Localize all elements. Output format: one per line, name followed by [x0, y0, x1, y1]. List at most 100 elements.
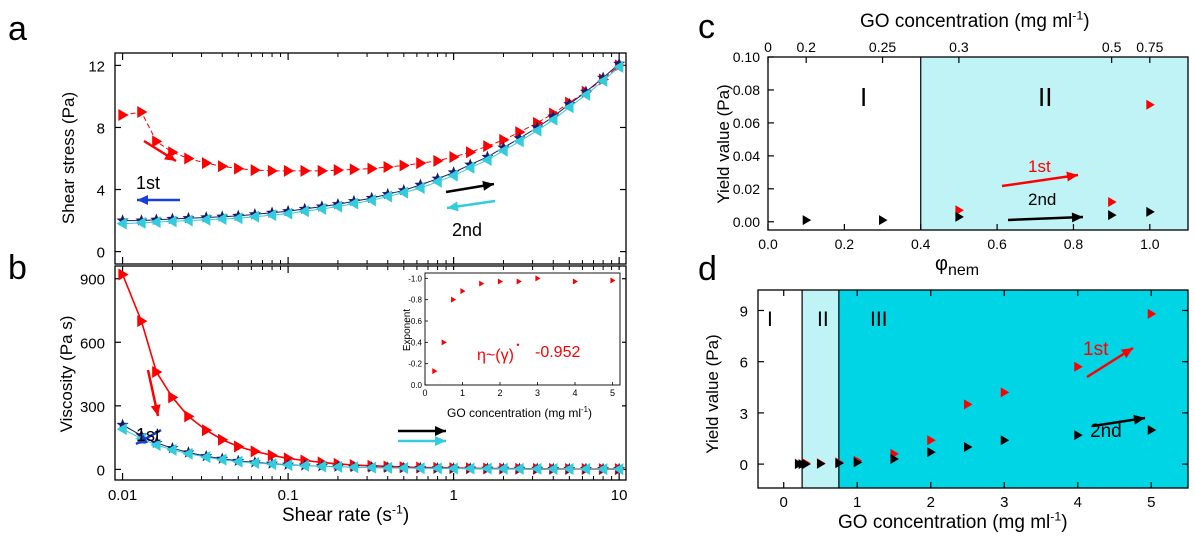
data-point	[499, 133, 510, 146]
arrow-blue	[137, 195, 180, 205]
y-tick-label: 12	[88, 58, 105, 75]
arrow-red	[143, 139, 177, 163]
data-point	[1000, 387, 1010, 398]
data-point	[150, 216, 161, 229]
x-tick-label: 0.2	[835, 236, 855, 252]
x-tick-label: 5	[1147, 494, 1155, 511]
data-point	[201, 424, 213, 437]
x-tick-label: 0.0	[758, 236, 778, 252]
x-tick-label: 0.1	[278, 487, 299, 504]
annotation-1st: 1st	[136, 173, 160, 193]
data-point	[383, 161, 394, 174]
y-tick-label: 0.02	[733, 181, 760, 197]
data-point	[497, 462, 508, 475]
x-tick-label: 0.4	[911, 236, 931, 252]
panel-label-b: b	[8, 249, 27, 287]
data-point	[613, 463, 624, 476]
data-point	[250, 445, 261, 458]
data-point	[579, 88, 591, 101]
data-point	[414, 462, 425, 475]
arrow-red-head	[1066, 171, 1078, 182]
data-point	[182, 447, 193, 460]
data-point	[166, 215, 177, 228]
inset-data-point	[572, 278, 578, 285]
data-point	[414, 178, 427, 190]
data-point	[234, 162, 245, 175]
inset-x-tick-label: 5	[610, 388, 615, 398]
data-point	[184, 410, 195, 423]
data-point	[116, 214, 129, 226]
region-I	[758, 290, 803, 488]
data-point	[365, 461, 376, 474]
plot-frame	[114, 265, 627, 481]
annotation-1st: 1st	[1028, 157, 1051, 176]
inset-x-tick-label: 0	[422, 388, 427, 398]
data-point	[563, 97, 576, 110]
data-point	[116, 423, 127, 436]
plot-frame	[767, 56, 1189, 231]
data-point	[397, 462, 408, 475]
arrow-black	[398, 426, 446, 436]
arrow-red	[146, 369, 161, 417]
data-point	[1147, 424, 1157, 435]
panel-label-d: d	[698, 250, 717, 288]
data-point	[381, 461, 392, 474]
data-point	[547, 113, 558, 126]
data-point	[168, 391, 179, 404]
data-point	[248, 457, 260, 470]
region-label-I: I	[860, 82, 867, 112]
data-point	[137, 105, 148, 118]
data-point	[464, 158, 477, 170]
data-point	[531, 121, 544, 133]
series-red	[118, 59, 626, 177]
data-point	[182, 214, 193, 227]
inset-y-tick-label: 0.0	[411, 381, 423, 390]
y-tick-label: 600	[80, 335, 105, 352]
data-point	[282, 207, 293, 220]
data-point	[234, 440, 245, 453]
inset-data-point	[460, 288, 466, 295]
data-point	[315, 202, 327, 215]
region-label-II: II	[817, 308, 829, 331]
data-point	[835, 458, 844, 469]
data-point	[266, 209, 277, 222]
arrow-cyan	[398, 436, 446, 446]
data-point	[431, 462, 442, 475]
arrow-red-shaft	[1001, 173, 1079, 188]
inset-y-axis-label: Exponent	[402, 309, 413, 351]
data-point	[464, 161, 475, 174]
arrow-black	[1007, 212, 1084, 223]
data-point	[1074, 430, 1083, 441]
inset-y-tick-label: -0.4	[408, 338, 422, 347]
series-line	[122, 65, 620, 172]
x-tick-label: 0	[780, 494, 788, 511]
data-point	[531, 462, 542, 475]
arrow-black-head	[1071, 212, 1083, 223]
annotation-2nd: 2nd	[1028, 190, 1056, 209]
data-point	[218, 160, 229, 173]
y-tick-label: 4	[97, 183, 105, 200]
inset-y-tick-label: -0.6	[408, 317, 422, 326]
data-point	[331, 200, 343, 213]
y-tick-label: 0	[740, 457, 748, 474]
data-point	[802, 459, 811, 470]
data-point	[367, 162, 378, 175]
data-point	[531, 124, 542, 137]
x-axis-label-sub: nem	[948, 262, 979, 279]
x-tick-label: 2	[927, 494, 935, 511]
data-point	[200, 451, 211, 464]
data-point	[963, 399, 973, 410]
data-point	[381, 190, 392, 203]
data-point	[481, 154, 492, 167]
data-point	[300, 164, 311, 177]
data-point	[597, 463, 608, 476]
y-axis-label: Shear stress (Pa)	[59, 92, 78, 224]
annotation-1st: 1st	[1083, 339, 1109, 360]
x-tick-label: 3	[1000, 494, 1008, 511]
arrow-cyan-head	[447, 201, 459, 212]
data-point	[816, 458, 826, 469]
data-point	[152, 135, 163, 148]
inset-x-axis-label-sup: -1	[581, 405, 588, 414]
x-axis-label-end: )	[1061, 512, 1067, 533]
